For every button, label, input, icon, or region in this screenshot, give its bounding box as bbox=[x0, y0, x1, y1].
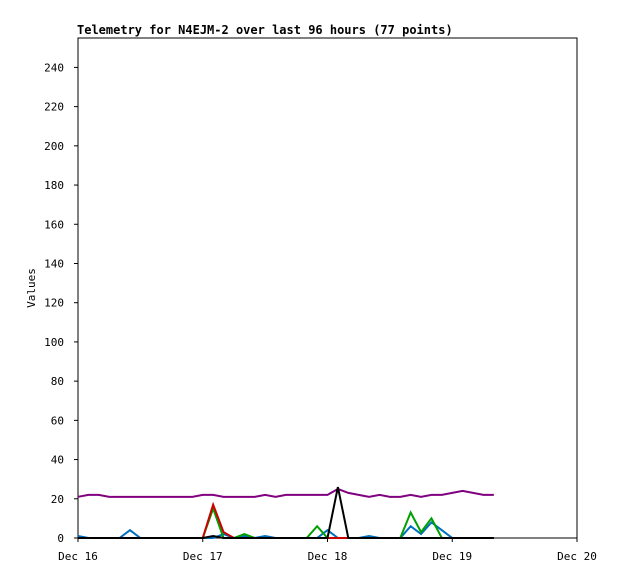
x-tick-label: Dec 18 bbox=[308, 550, 348, 563]
y-tick-label: 180 bbox=[44, 179, 64, 192]
x-tick-label: Dec 20 bbox=[557, 550, 597, 563]
y-tick-label: 20 bbox=[51, 493, 64, 506]
y-tick-label: 0 bbox=[57, 532, 64, 545]
y-tick-label: 160 bbox=[44, 218, 64, 231]
x-tick-label: Dec 17 bbox=[183, 550, 223, 563]
plot-frame bbox=[77, 37, 578, 539]
y-tick-label: 120 bbox=[44, 297, 64, 310]
y-tick-label: 40 bbox=[51, 454, 64, 467]
series-line bbox=[77, 487, 494, 498]
y-tick-label: 100 bbox=[44, 336, 64, 349]
y-tick-label: 80 bbox=[51, 375, 64, 388]
y-tick-label: 240 bbox=[44, 61, 64, 74]
series-line bbox=[78, 486, 494, 539]
y-tick-label: 200 bbox=[44, 140, 64, 153]
chart-title: Telemetry for N4EJM-2 over last 96 hours… bbox=[77, 23, 453, 37]
y-tick-label: 140 bbox=[44, 257, 64, 270]
series-line bbox=[77, 520, 494, 540]
y-tick-label: 60 bbox=[51, 414, 64, 427]
x-tick-label: Dec 19 bbox=[432, 550, 472, 563]
y-tick-label: 220 bbox=[44, 101, 64, 114]
x-tick-label: Dec 16 bbox=[58, 550, 98, 563]
y-axis-label: Values bbox=[25, 268, 38, 308]
